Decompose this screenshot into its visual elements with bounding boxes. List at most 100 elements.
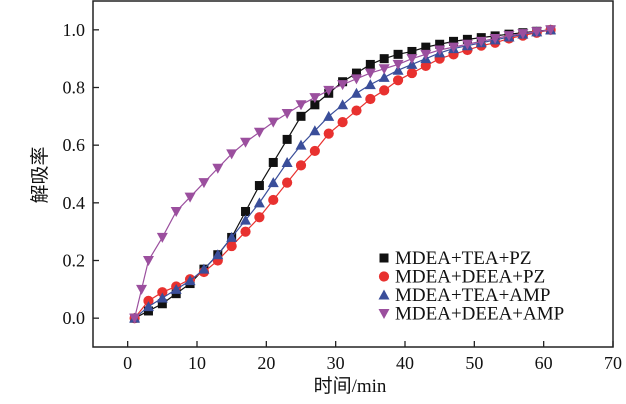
data-point: [449, 36, 459, 46]
data-point: [136, 284, 148, 295]
data-point: [241, 206, 251, 216]
data-point: [184, 275, 196, 286]
data-point: [323, 128, 334, 139]
legend-marker-triangle-down: [378, 309, 390, 319]
y-axis-label: 解吸率: [29, 146, 51, 203]
data-point: [503, 31, 515, 42]
data-point: [435, 39, 445, 49]
data-point: [420, 60, 431, 71]
x-axis-label: 时间/min: [314, 375, 387, 397]
data-point: [392, 59, 404, 70]
data-point: [365, 59, 375, 69]
y-tick-label: 1.0: [63, 20, 86, 40]
data-point: [157, 287, 168, 298]
data-point: [267, 177, 279, 188]
data-point: [393, 49, 403, 59]
data-point: [156, 292, 168, 303]
data-point: [378, 64, 390, 75]
data-point: [282, 177, 293, 188]
data-point: [461, 39, 473, 50]
data-point: [421, 42, 431, 52]
data-point: [254, 181, 264, 191]
data-point: [281, 156, 293, 167]
data-point: [392, 75, 404, 86]
data-point: [462, 34, 472, 44]
legend: MDEA+TEA+PZMDEA+DEEA+PZMDEA+TEA+AMPMDEA+…: [378, 248, 564, 325]
data-point: [157, 299, 167, 309]
data-point: [281, 108, 293, 119]
y-tick-label: 0.2: [63, 251, 86, 271]
data-point: [337, 117, 348, 128]
data-point: [212, 249, 224, 260]
data-point: [226, 149, 238, 160]
data-point: [142, 256, 154, 266]
data-point: [129, 313, 141, 324]
data-point: [142, 301, 154, 312]
data-point: [267, 117, 279, 128]
data-point: [226, 240, 237, 252]
legend-label: MDEA+TEA+PZ: [395, 248, 531, 269]
data-point: [240, 137, 252, 148]
data-point: [240, 214, 252, 225]
x-tick-label: 50: [465, 353, 483, 373]
data-point: [226, 231, 238, 242]
y-tick-label: 0.4: [63, 193, 86, 213]
plot-frame: [92, 0, 614, 348]
data-point: [323, 85, 335, 96]
series-mdea-deea-amp: [129, 25, 557, 324]
data-point: [379, 54, 389, 64]
data-point: [379, 85, 390, 96]
x-tick-label: 20: [257, 353, 275, 373]
data-point: [253, 127, 265, 138]
data-point: [212, 163, 224, 174]
data-point: [351, 68, 361, 78]
data-point: [268, 157, 278, 167]
x-tick-label: 40: [396, 353, 414, 373]
x-tick-label: 70: [604, 353, 622, 373]
data-point: [434, 45, 446, 56]
data-point: [531, 27, 543, 38]
data-point: [296, 111, 306, 121]
data-point: [170, 283, 182, 294]
data-point: [545, 25, 557, 36]
data-point: [170, 206, 182, 217]
data-point: [309, 93, 321, 104]
data-point: [253, 197, 265, 208]
data-point: [310, 100, 320, 110]
data-point: [268, 194, 279, 206]
data-point: [156, 232, 168, 243]
data-point: [365, 93, 376, 105]
data-point: [406, 67, 418, 79]
data-point: [350, 74, 362, 85]
data-point: [350, 87, 362, 98]
data-point: [475, 36, 487, 47]
data-point: [406, 54, 418, 65]
data-point: [309, 125, 321, 136]
data-point: [364, 79, 376, 90]
data-point: [143, 295, 154, 306]
legend-label: MDEA+DEEA+PZ: [395, 267, 545, 288]
data-point: [337, 80, 349, 91]
y-tick-label: 0.6: [63, 135, 86, 155]
x-tick-label: 10: [188, 353, 206, 373]
legend-marker-circle: [378, 271, 390, 282]
legend-label: MDEA+TEA+AMP: [395, 285, 551, 306]
legend-label: MDEA+DEEA+AMP: [395, 304, 564, 325]
y-tick-label: 0.8: [63, 78, 86, 98]
data-point: [378, 71, 390, 82]
data-point: [282, 134, 292, 144]
data-point: [240, 226, 251, 237]
x-tick-label: 0: [123, 353, 132, 373]
y-tick-label: 0.0: [63, 308, 86, 328]
data-point: [198, 263, 210, 274]
data-point: [420, 49, 432, 60]
data-point: [295, 100, 307, 111]
x-tick-label: 30: [327, 353, 345, 373]
data-point: [337, 99, 349, 110]
data-point: [309, 145, 320, 157]
data-point: [448, 42, 460, 53]
data-point: [184, 192, 196, 203]
data-point: [198, 178, 210, 189]
data-point: [351, 105, 362, 116]
